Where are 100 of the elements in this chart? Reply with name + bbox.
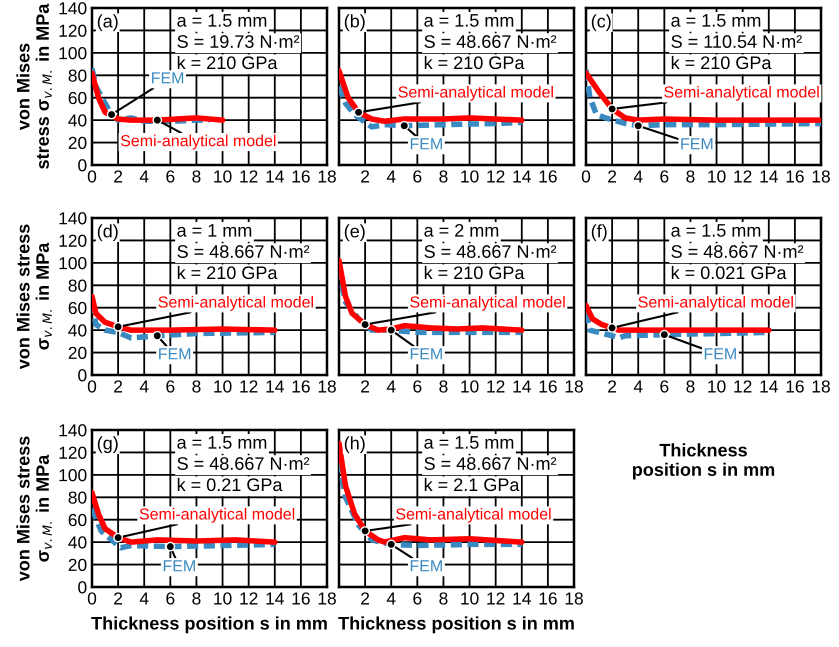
y-tick-label: 100: [60, 257, 86, 270]
annotation: (c): [592, 14, 611, 32]
y-tick-label: 40: [68, 324, 86, 337]
legend-label: Semi-analytical model: [120, 134, 276, 150]
y-tick-label: 0: [78, 369, 86, 382]
y-tick-label: 20: [68, 346, 86, 360]
x-tick-label: 18: [318, 170, 336, 183]
x-tick-label: 4: [634, 170, 643, 182]
x-tick-label: 6: [166, 170, 174, 183]
x-tick-label: 12: [487, 380, 504, 392]
x-tick-label: 4: [386, 592, 396, 604]
annotation: k = 210 GPa: [424, 56, 524, 70]
x-tick-label: 4: [140, 170, 149, 182]
legend-label: FEM: [410, 348, 442, 360]
x-tick-label: 2: [608, 170, 616, 182]
y-axis-title: von Mises stress σ$_{v.M.}$ in MPa: [16, 4, 52, 169]
x-tick-label: 2: [114, 592, 122, 604]
annotation: k = 2.1 GPa: [424, 478, 520, 492]
y-tick-label: 80: [68, 491, 86, 504]
y-tick-label: 20: [68, 136, 86, 150]
x-tick-label: 2: [608, 380, 616, 392]
annotation: a = 1.5 mm: [671, 14, 760, 27]
x-tick-label: 8: [439, 170, 448, 183]
annotation: k = 0.021 GPa: [672, 266, 787, 280]
annotation: (e): [344, 224, 365, 242]
x-tick-label: 12: [240, 592, 258, 604]
x-tick-label: 16: [292, 170, 310, 183]
annotation: (a): [98, 14, 118, 32]
x-tick-label: 14: [513, 170, 531, 182]
y-tick-label: 40: [68, 536, 86, 549]
y-tick-label: 40: [68, 114, 86, 127]
x-tick-label: 2: [114, 170, 122, 182]
x-tick-label: 8: [439, 592, 448, 605]
x-tick-label: 2: [114, 380, 122, 392]
x-tick-label: 8: [686, 380, 695, 393]
x-tick-label: 6: [166, 380, 174, 393]
x-tick-label: 12: [734, 380, 752, 392]
y-axis-title: von Mises stress σ$_{v.M.}$ in MPa: [16, 436, 52, 582]
legend-label: FEM: [164, 560, 195, 572]
x-tick-label: 8: [192, 592, 201, 605]
x-tick-label: 8: [192, 170, 201, 183]
series-label: FEM: [681, 138, 712, 150]
y-tick-label: 0: [78, 581, 86, 594]
series-label: Semi-analytical model: [158, 296, 313, 311]
series-label: FEM: [704, 348, 736, 360]
x-tick-label: 6: [660, 170, 668, 183]
y-tick-label: 60: [68, 514, 86, 526]
x-tick-label: 16: [786, 170, 804, 183]
y-tick-label: 120: [60, 234, 86, 247]
y-tick-label: 140: [60, 424, 86, 436]
y-tick-label: 0: [78, 159, 86, 172]
x-tick-label: 16: [786, 380, 804, 393]
x-tick-label: 14: [266, 592, 284, 604]
y-axis-title: von Mises stress σ$_{v.M.}$ in MPa: [16, 224, 52, 370]
x-tick-label: 6: [660, 380, 668, 393]
x-tick-label: 4: [140, 592, 149, 604]
x-tick-label: 2: [361, 170, 370, 182]
x-tick-label: 8: [439, 380, 448, 393]
x-tick-label: 10: [461, 592, 479, 605]
x-tick-label: 8: [192, 380, 201, 393]
x-tick-label: 18: [318, 380, 336, 393]
series-label: Semi-analytical model: [140, 508, 294, 523]
y-tick-label: 20: [68, 558, 86, 572]
annotation: (f): [592, 224, 607, 242]
y-tick-label: 60: [68, 302, 86, 314]
legend-label: FEM: [410, 560, 442, 572]
annotation: a = 1.5 mm: [177, 14, 266, 27]
annotation: k = 210 GPa: [178, 56, 278, 70]
x-tick-label: 4: [386, 170, 396, 182]
x-tick-label: 16: [292, 592, 310, 605]
y-tick-label: 120: [60, 446, 86, 459]
x-axis-title: Thickness position s in mm: [338, 616, 574, 634]
x-tick-label: 10: [708, 380, 726, 393]
x-tick-label: 16: [540, 380, 557, 393]
annotation: a = 1.5 mm: [177, 436, 266, 449]
y-tick-label: 140: [60, 212, 86, 224]
annotation: a = 1 mm: [177, 224, 252, 237]
x-tick-label: 2: [361, 380, 370, 392]
series-label: Semi-analytical model: [396, 508, 551, 523]
x-tick-label: 10: [214, 592, 232, 605]
x-tick-label: 16: [540, 170, 557, 183]
x-tick-label: 12: [487, 170, 504, 182]
x-tick-label: 18: [812, 170, 830, 183]
annotation: k = 210 GPa: [672, 56, 772, 70]
annotation: a = 1.5 mm: [424, 436, 514, 449]
x-tick-label: 6: [413, 592, 422, 605]
x-tick-label: 18: [812, 380, 830, 393]
series-label: Semi-analytical model: [638, 296, 793, 311]
annotation: a = 2 mm: [424, 224, 498, 237]
x-tick-label: 16: [540, 592, 557, 605]
x-tick-label: 0: [582, 170, 590, 183]
annotation: S = 48.667 N·m²: [424, 457, 556, 470]
y-tick-label: 140: [60, 2, 86, 14]
annotation: (h): [344, 436, 365, 454]
text: FEM: [152, 72, 184, 84]
x-axis-title: Thickness position s in mm: [91, 616, 327, 634]
annotation: S = 110.54 N·m²: [671, 35, 802, 48]
y-tick-label: 100: [60, 47, 86, 60]
x-tick-label: 6: [413, 380, 422, 393]
x-tick-label: 0: [88, 380, 96, 393]
